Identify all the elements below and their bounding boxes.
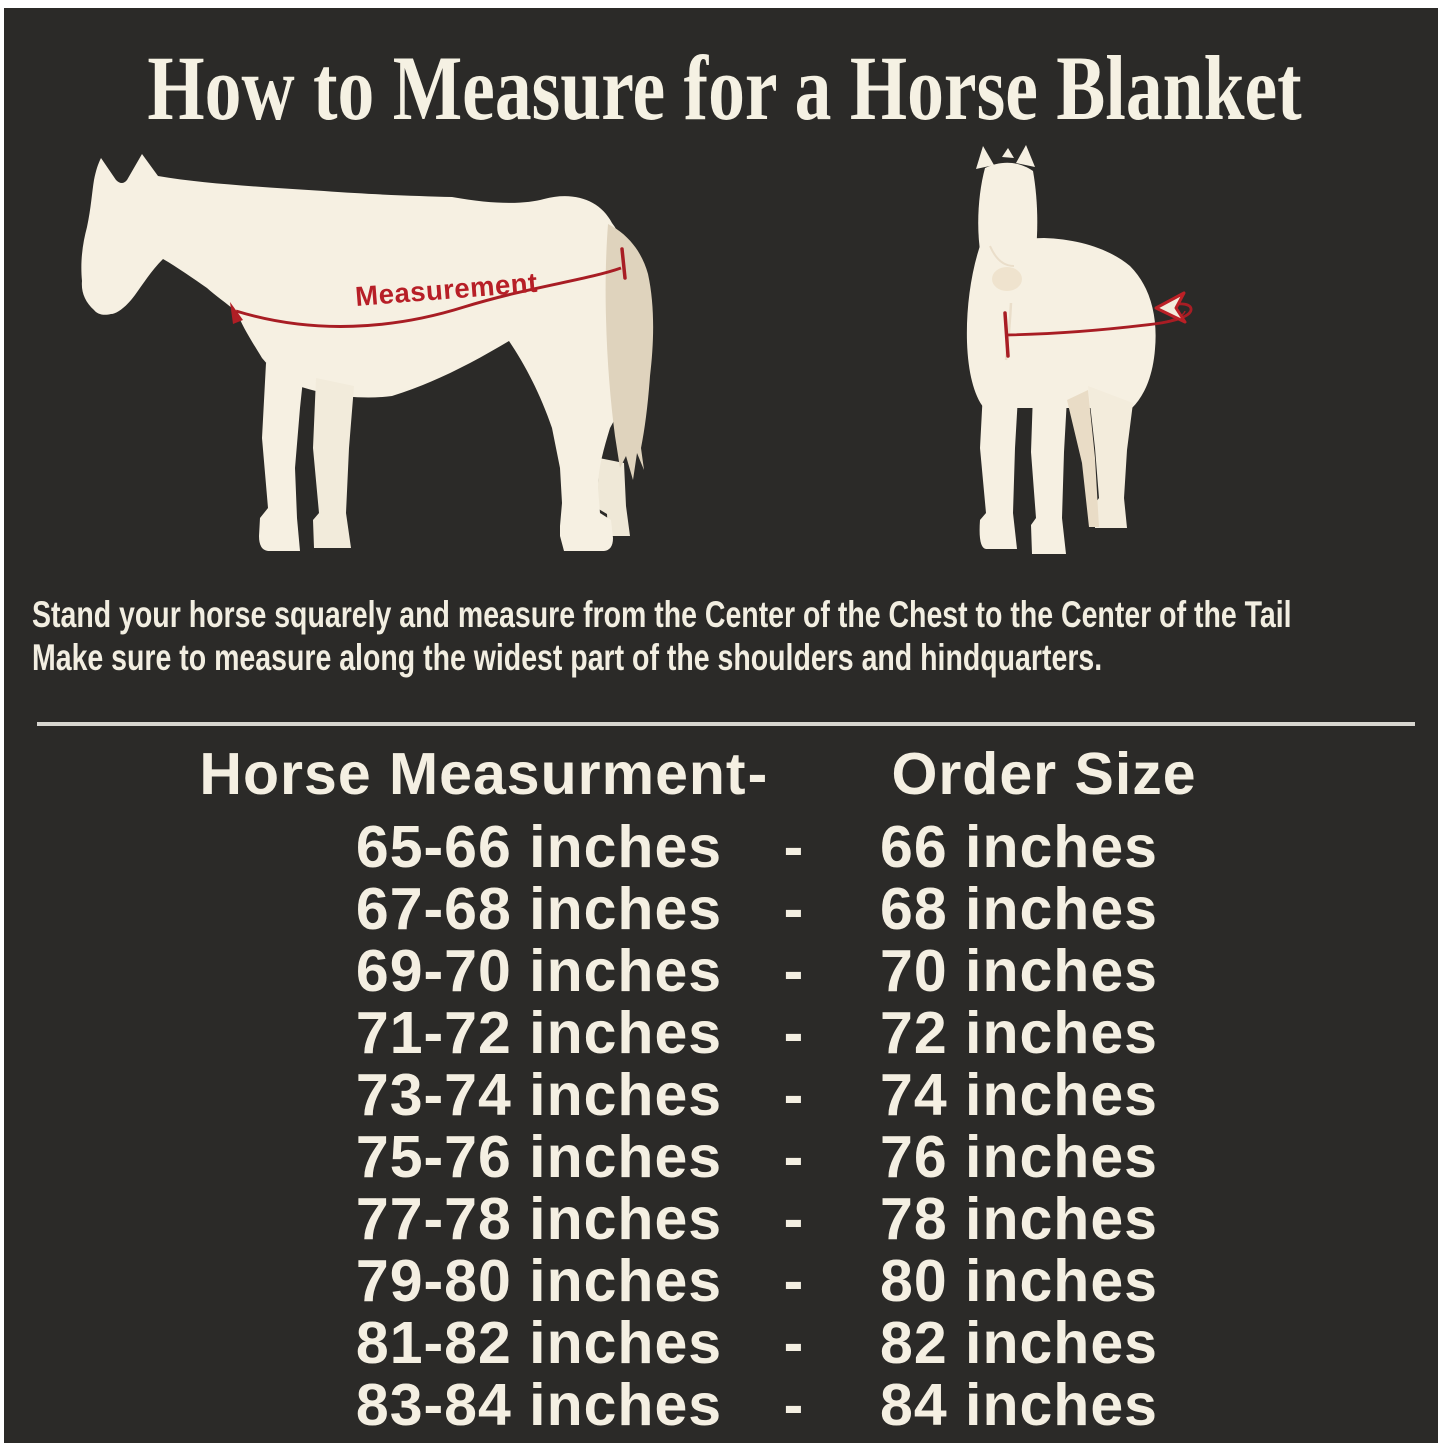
separator-cell: -: [783, 876, 805, 942]
separator-cell: -: [783, 1310, 805, 1376]
table-row: 81-82 inches - 82 inches: [4, 1310, 1445, 1376]
size-table-header: Horse Measurment - Order Size: [4, 741, 1445, 807]
instruction-line-1: Stand your horse squarely and measure fr…: [32, 594, 1292, 635]
horse-measurement-cell: 77-78 inches: [355, 1186, 723, 1252]
separator-cell: -: [783, 1062, 805, 1128]
horse-measurement-cell: 73-74 inches: [355, 1062, 723, 1128]
horse-measurement-cell: 83-84 inches: [355, 1372, 723, 1438]
separator-cell: -: [783, 1124, 805, 1190]
horse-measurement-cell: 67-68 inches: [355, 876, 723, 942]
separator-cell: -: [783, 814, 805, 880]
header-separator: -: [747, 741, 769, 807]
separator-cell: -: [783, 938, 805, 1004]
order-size-cell: 78 inches: [880, 1186, 1158, 1252]
order-size-cell: 68 inches: [880, 876, 1158, 942]
order-size-cell: 84 inches: [880, 1372, 1158, 1438]
table-row: 79-80 inches - 80 inches: [4, 1248, 1445, 1314]
order-size-cell: 80 inches: [880, 1248, 1158, 1314]
size-table: Horse Measurment - Order Size 65-66 inch…: [4, 8, 1445, 1454]
horse-measurement-cell: 75-76 inches: [355, 1124, 723, 1190]
table-row: 67-68 inches - 68 inches: [4, 876, 1445, 942]
divider-line: [37, 722, 1415, 726]
order-size-cell: 66 inches: [880, 814, 1158, 880]
order-size-cell: 76 inches: [880, 1124, 1158, 1190]
table-row: 73-74 inches - 74 inches: [4, 1062, 1445, 1128]
order-size-cell: 82 inches: [880, 1310, 1158, 1376]
horse-measurement-cell: 79-80 inches: [355, 1248, 723, 1314]
dark-canvas: How to Measure for a Horse Blanket Measu…: [4, 8, 1438, 1443]
separator-cell: -: [783, 1248, 805, 1314]
header-horse-measurement: Horse Measurment: [199, 741, 747, 807]
separator-cell: -: [783, 1186, 805, 1252]
horse-measurement-cell: 71-72 inches: [355, 1000, 723, 1066]
table-row: 69-70 inches - 70 inches: [4, 938, 1445, 1004]
order-size-cell: 72 inches: [880, 1000, 1158, 1066]
horse-measurement-cell: 69-70 inches: [355, 938, 723, 1004]
measuring-instructions: Stand your horse squarely and measure fr…: [32, 593, 1418, 679]
order-size-cell: 74 inches: [880, 1062, 1158, 1128]
separator-cell: -: [783, 1372, 805, 1438]
table-row: 75-76 inches - 76 inches: [4, 1124, 1445, 1190]
header-order-size: Order Size: [891, 741, 1197, 807]
table-row: 77-78 inches - 78 inches: [4, 1186, 1445, 1252]
order-size-cell: 70 inches: [880, 938, 1158, 1004]
horse-measurement-cell: 81-82 inches: [355, 1310, 723, 1376]
table-row: 65-66 inches - 66 inches: [4, 814, 1445, 880]
table-row: 83-84 inches - 84 inches: [4, 1372, 1445, 1438]
separator-cell: -: [783, 1000, 805, 1066]
page-title: How to Measure for a Horse Blanket: [147, 37, 1302, 139]
table-row: 71-72 inches - 72 inches: [4, 1000, 1445, 1066]
instruction-line-2: Make sure to measure along the widest pa…: [32, 637, 1103, 678]
horse-measurement-cell: 65-66 inches: [355, 814, 723, 880]
